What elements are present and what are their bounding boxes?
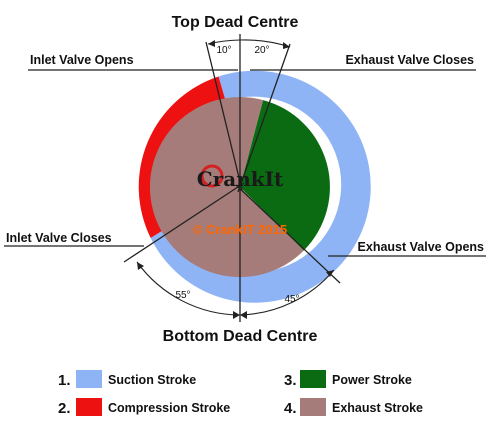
- angle-55-label: 55°: [175, 290, 190, 301]
- angle-45-label: 45°: [284, 294, 299, 305]
- arrowhead-45: [326, 270, 334, 277]
- arrowhead-bdc-right: [240, 311, 247, 319]
- legend-item-power: 3. Power Stroke: [284, 370, 412, 389]
- legend-swatch-suction: [76, 370, 102, 388]
- exhaust-valve-closes-label: Exhaust Valve Closes: [345, 53, 474, 67]
- legend: 1. Suction Stroke 2. Compression Stroke …: [58, 370, 423, 417]
- legend-label: Compression Stroke: [108, 401, 230, 415]
- angle-arc-45: [239, 269, 335, 316]
- exhaust-closes-line: [237, 43, 291, 193]
- legend-number: 1.: [58, 372, 71, 389]
- angle-10-label: 10°: [216, 45, 231, 56]
- legend-swatch-compression: [76, 398, 102, 416]
- crankit-logo-text: CrankIt: [197, 167, 284, 191]
- arrowhead-bdc-left: [233, 311, 240, 319]
- inlet-valve-closes-label: Inlet Valve Closes: [6, 231, 112, 245]
- exhaust-stroke-sector: [149, 97, 304, 278]
- legend-swatch-exhaust: [300, 398, 326, 416]
- legend-number: 2.: [58, 400, 71, 417]
- exhaust-opens-line: [235, 184, 341, 284]
- inlet-closes-line: [123, 182, 245, 263]
- inlet-valve-opens-label: Inlet Valve Opens: [30, 53, 134, 67]
- angle-20-label: 20°: [254, 45, 269, 56]
- copyright-label: © CrankIT 2015: [193, 222, 287, 237]
- legend-item-exhaust: 4. Exhaust Stroke: [284, 398, 423, 417]
- legend-item-suction: 1. Suction Stroke: [58, 370, 196, 389]
- legend-item-compression: 2. Compression Stroke: [58, 398, 230, 417]
- legend-label: Suction Stroke: [108, 373, 196, 387]
- arrowhead-20: [283, 42, 290, 49]
- angle-arc-55: [136, 261, 241, 316]
- inlet-opens-line: [205, 41, 243, 191]
- crankit-logo: CrankIt: [197, 164, 284, 191]
- top-dead-centre-title: Top Dead Centre: [172, 14, 299, 31]
- power-stroke-sector: [240, 100, 330, 251]
- arrowhead-55: [137, 262, 144, 270]
- legend-label: Power Stroke: [332, 373, 412, 387]
- legend-label: Exhaust Stroke: [332, 401, 423, 415]
- legend-swatch-power: [300, 370, 326, 388]
- arrowhead-10: [208, 40, 215, 47]
- bottom-dead-centre-title: Bottom Dead Centre: [163, 328, 318, 345]
- legend-number: 3.: [284, 372, 297, 389]
- exhaust-valve-opens-label: Exhaust Valve Opens: [358, 240, 484, 254]
- legend-number: 4.: [284, 400, 297, 417]
